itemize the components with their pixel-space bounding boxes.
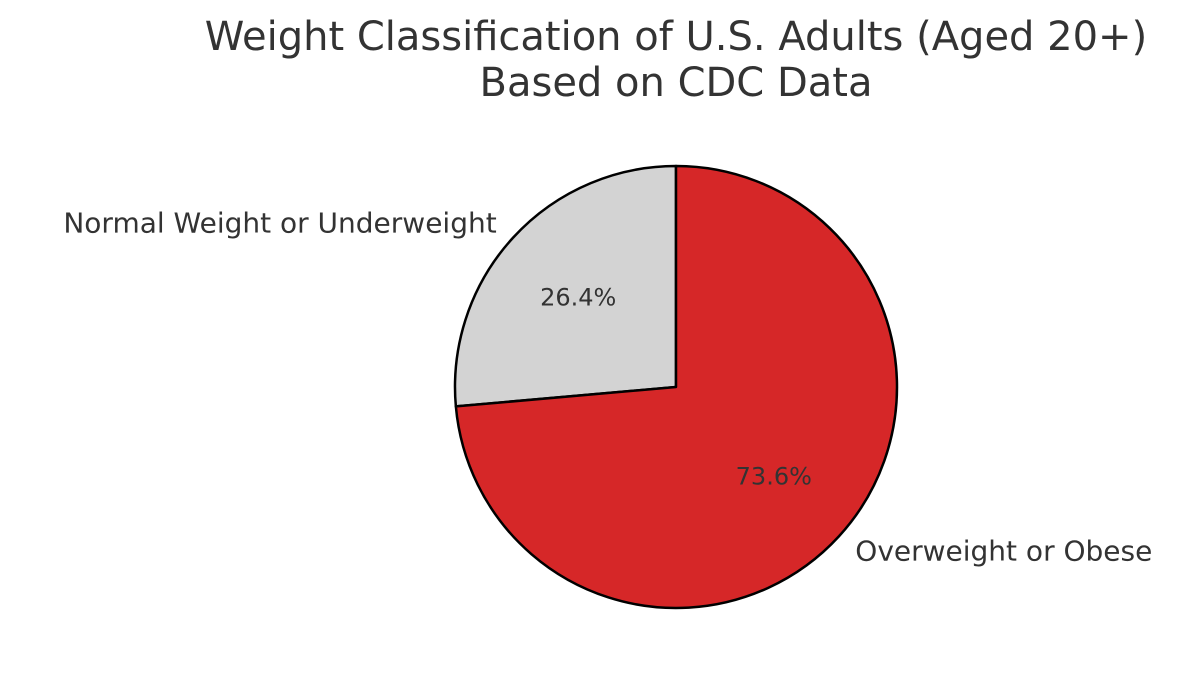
pie-slice-category-label-1: Normal Weight or Underweight — [63, 206, 496, 239]
chart-title-line-2: Based on CDC Data — [480, 60, 873, 106]
chart-title-line-1: Weight Classification of U.S. Adults (Ag… — [205, 14, 1147, 60]
pie-labels: 26.4% Normal Weight or Underweight 73.6% Ov… — [63, 206, 1152, 567]
pie-slices — [453, 164, 899, 610]
pie-slice-1 — [453, 164, 678, 408]
chart-title: Weight Classification of U.S. Adults (Ag… — [205, 14, 1147, 106]
pie-slice-pct-label-1: 26.4% — [540, 283, 616, 311]
pie-slice-2 — [454, 164, 899, 610]
pie-slice-pct-label-2: 73.6% — [736, 463, 812, 491]
pie-slice-category-label-2: Overweight or Obese — [855, 535, 1152, 568]
